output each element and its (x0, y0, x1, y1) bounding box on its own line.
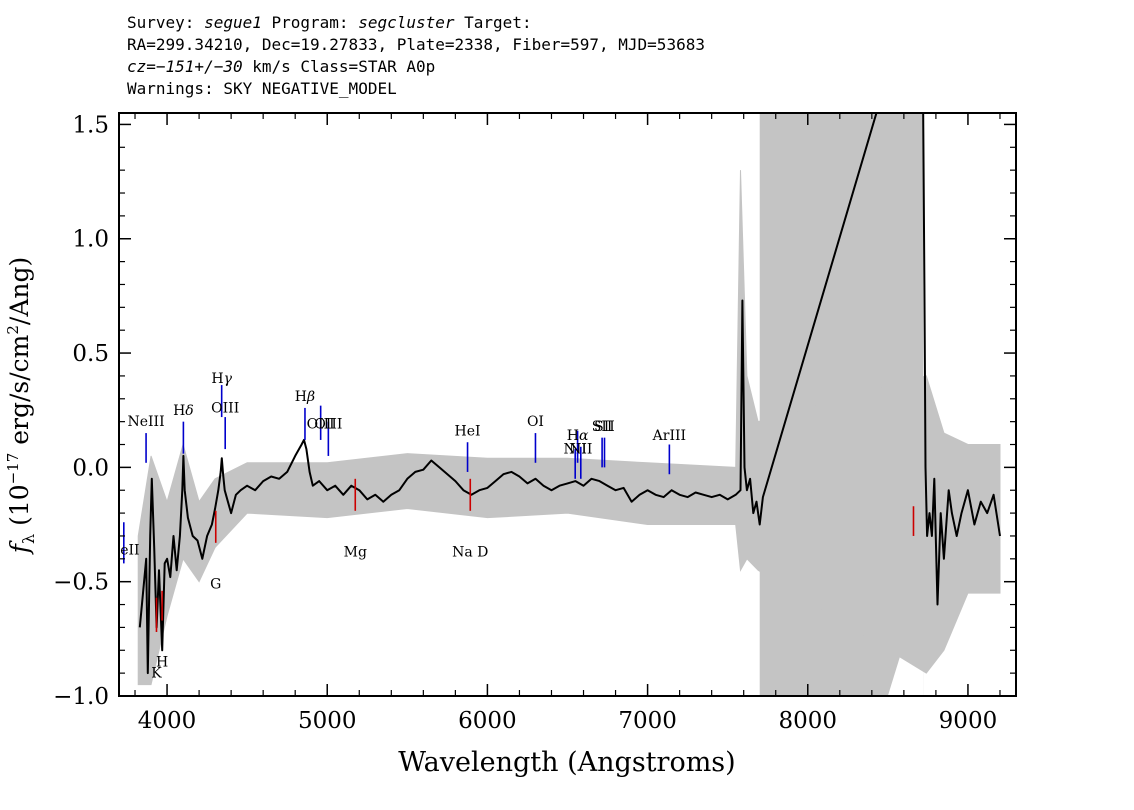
survey-value: segue1 (204, 13, 262, 32)
survey-label: Survey: (127, 13, 205, 32)
absorption-line-label: K (151, 666, 162, 682)
x-tick-label: 5000 (298, 708, 357, 734)
absorption-line-label: Na D (452, 545, 488, 561)
emission-line-label: Hδ (173, 403, 194, 419)
flux-layer (138, 113, 1001, 675)
emission-line-label: HeI (455, 423, 481, 439)
class-value: km/s Class=STAR A0p (242, 57, 436, 76)
x-tick-label: 9000 (939, 708, 998, 734)
y-tick-label: 0.5 (72, 341, 109, 367)
x-tick-label: 7000 (618, 708, 677, 734)
x-axis-label: Wavelength (Angstroms) (398, 747, 735, 778)
emission-line-label: Hβ (295, 389, 315, 405)
y-tick-label: 1.5 (72, 112, 109, 138)
absorption-line-label: G (210, 577, 221, 593)
absorption-line-label: H (156, 654, 168, 670)
flux-series-line (138, 113, 1001, 675)
emission-line-label: OIII (211, 401, 239, 417)
y-tick-label: 0.0 (72, 455, 109, 481)
program-label: Program: (261, 13, 359, 32)
program-value: segcluster (358, 13, 455, 32)
emission-line-label: OIII (314, 417, 342, 433)
emission-line-label: NeIII (127, 414, 164, 430)
redshift-value: cz=−151+/−30 (127, 57, 243, 76)
header-line-4: Warnings: SKY NEGATIVE_MODEL (127, 79, 397, 98)
emission-line-label: OI (527, 414, 544, 430)
emission-line-label: ArIII (652, 428, 686, 444)
target-label: Target: (454, 13, 532, 32)
emission-line-label: Hα (567, 428, 589, 444)
x-tick-label: 6000 (458, 708, 517, 734)
x-tick-label: 8000 (778, 708, 837, 734)
emission-line-label: HeII (108, 542, 140, 558)
absorption-line-label: Mg (344, 545, 367, 561)
emission-line-label: SII (594, 419, 615, 435)
y-tick-label: 1.0 (72, 227, 109, 253)
header-line-2: RA=299.34210, Dec=19.27833, Plate=2338, … (127, 35, 705, 54)
y-tick-label: −0.5 (53, 570, 109, 596)
spectrum-header: Survey: segue1 Program: segcluster Targe… (127, 12, 705, 100)
emission-line-label: Hγ (211, 371, 232, 387)
axes-layer: 4000 5000 6000 7000 8000 9000 −1.0 −0.5 0.0 0.5 1.… (53, 112, 1016, 734)
header-line-3: cz=−151+/−30 km/s Class=STAR A0p (127, 56, 705, 78)
y-tick-label: −1.0 (53, 684, 109, 710)
emission-line-label: NII (569, 442, 592, 458)
error-envelope-layer (137, 170, 1001, 686)
header-line-1: Survey: segue1 Program: segcluster Targe… (127, 12, 705, 34)
plot-frame (118, 112, 1017, 697)
error-envelope (137, 170, 1001, 686)
emission-line-label: SII (592, 419, 613, 435)
y-axis-label: fλ (10−17 erg/s/cm2/Ang) (4, 257, 38, 556)
x-tick-label: 4000 (138, 708, 197, 734)
